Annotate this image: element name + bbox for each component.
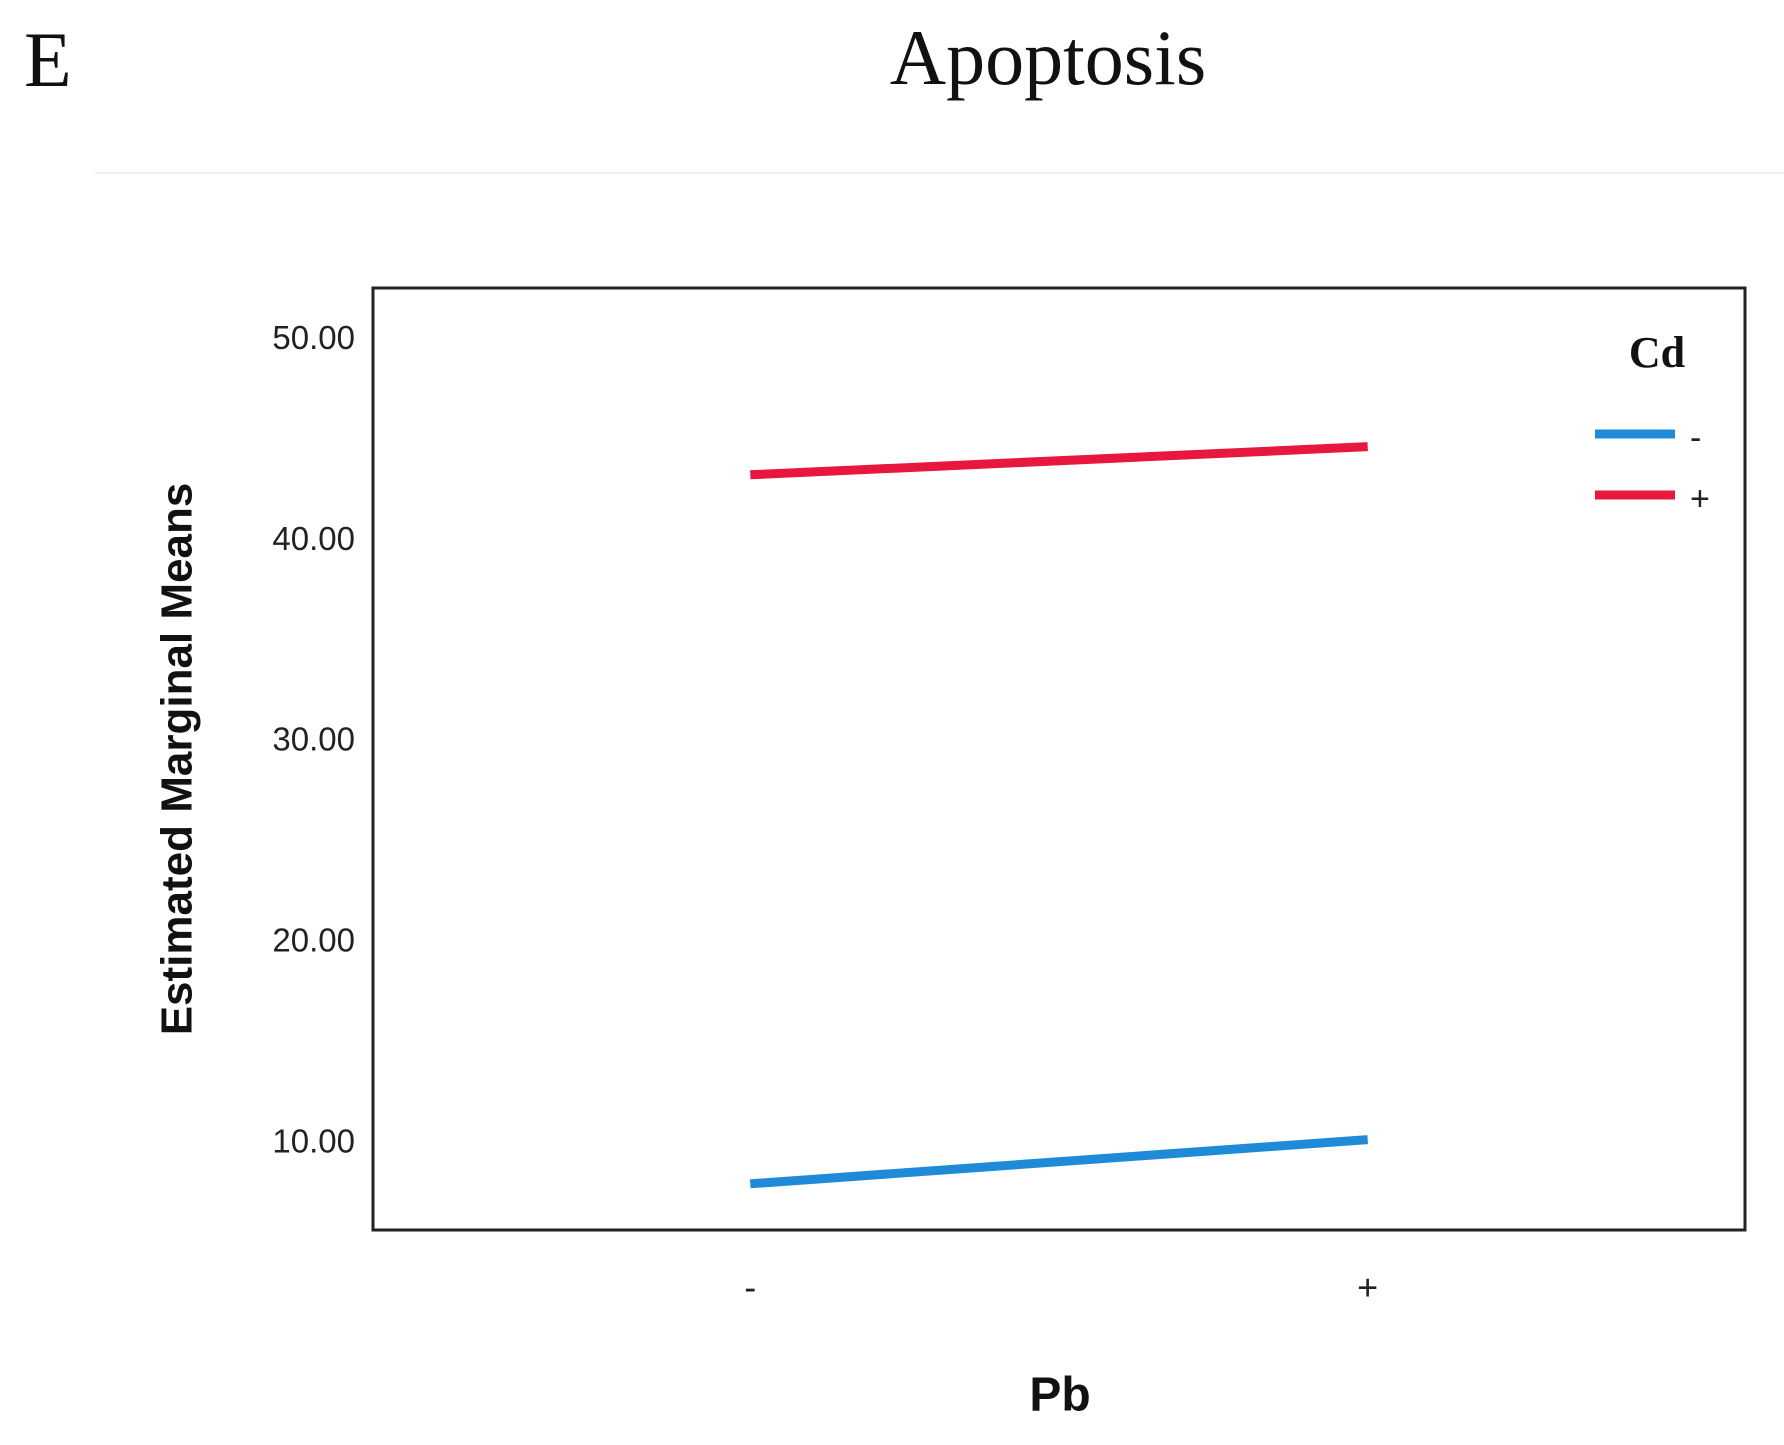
y-tick-label: 50.00: [272, 319, 355, 356]
plot-frame: [371, 286, 1747, 1232]
legend-title: Cd: [1629, 328, 1685, 377]
panel-label: E: [24, 16, 72, 103]
x-tick-label: -: [744, 1267, 756, 1308]
line-series: [750, 442, 1368, 480]
x-tick-label: +: [1357, 1267, 1378, 1308]
y-axis-label: Estimated Marginal Means: [153, 483, 202, 1036]
legend-label: -: [1690, 419, 1701, 457]
line-series: [749, 1135, 1369, 1189]
chart-title: Apoptosis: [890, 14, 1206, 101]
x-axis-label: Pb: [1029, 1369, 1090, 1422]
legend-label: +: [1690, 480, 1710, 518]
y-tick-label: 10.00: [272, 1122, 355, 1159]
y-tick-label: 40.00: [272, 520, 355, 557]
y-tick-label: 30.00: [272, 721, 355, 758]
y-tick-label: 20.00: [272, 921, 355, 958]
